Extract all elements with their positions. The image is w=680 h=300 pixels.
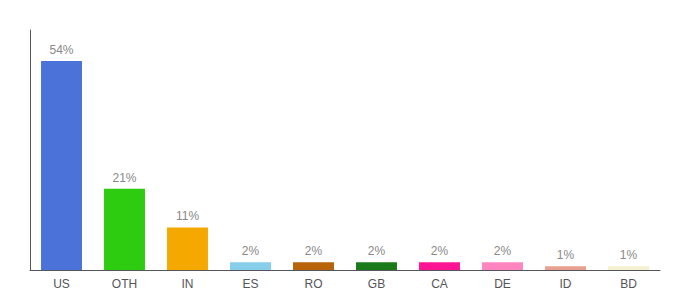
svg-text:DE: DE (494, 277, 511, 291)
svg-text:1%: 1% (620, 248, 638, 262)
svg-text:BD: BD (620, 277, 637, 291)
svg-text:11%: 11% (176, 209, 199, 223)
svg-text:21%: 21% (112, 171, 136, 185)
svg-text:2%: 2% (242, 244, 260, 258)
svg-text:2%: 2% (305, 244, 323, 258)
svg-text:ID: ID (560, 277, 572, 291)
svg-text:54%: 54% (49, 43, 73, 57)
svg-text:2%: 2% (368, 244, 386, 258)
svg-text:CA: CA (431, 277, 448, 291)
svg-text:US: US (53, 277, 70, 291)
svg-text:ES: ES (242, 277, 258, 291)
svg-text:IN: IN (182, 277, 194, 291)
svg-text:2%: 2% (494, 244, 512, 258)
svg-text:RO: RO (305, 277, 323, 291)
svg-text:OTH: OTH (112, 277, 137, 291)
svg-text:1%: 1% (557, 248, 575, 262)
svg-text:GB: GB (368, 277, 385, 291)
svg-text:2%: 2% (431, 244, 449, 258)
